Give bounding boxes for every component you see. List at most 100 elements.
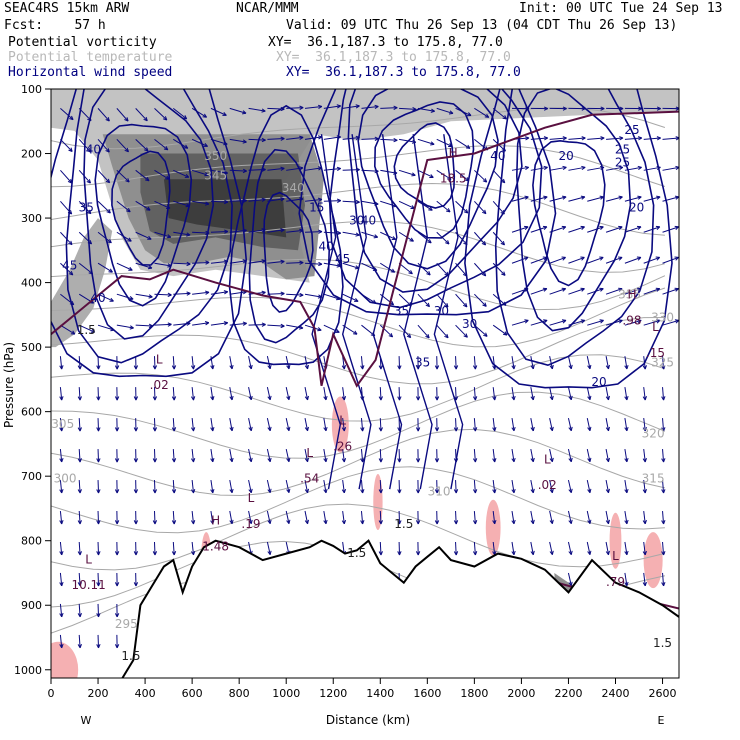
wind-vector [153,418,156,432]
wind-vector-head [96,613,101,618]
wind-vector [530,479,534,493]
wind-vector [210,356,214,370]
wind-vector-head [525,136,530,141]
wind-vector-head [524,319,529,324]
wind-vector-head [317,135,323,140]
wind-vector [586,417,591,431]
wind-vector [549,479,553,493]
field-wind-xy: XY= 36.1,187.3 to 175.8, 77.0 [286,65,521,80]
wind-vector-head [162,116,168,121]
wind-vector-head [114,458,120,463]
wind-vector [511,448,515,462]
wind-vector-head [242,168,247,174]
wind-vector-head [472,365,478,370]
wind-vector [436,138,453,147]
wind-vector [172,356,175,370]
wind-vector-head [411,172,416,177]
extremum-marker: H [449,146,458,160]
wind-vector-head [549,519,554,525]
wind-vector [59,418,63,432]
wind-vector-head [190,365,196,370]
wind-vector-head [500,178,506,184]
wind-vector [323,418,327,432]
wind-vector-head [77,489,82,494]
wind-vector-head [587,519,592,525]
wind-vector-head [674,287,679,292]
wind-vector-head [448,110,454,115]
wind-vector-head [568,550,573,556]
wind-vector-head [587,488,592,494]
wind-vector-head [581,106,586,111]
wind-vector-head [167,322,172,327]
wind-vector [455,387,457,401]
wind-vector-head [581,136,586,141]
wind-vector-head [261,137,266,143]
theta-contour [51,107,666,150]
wind-vector-head [580,195,586,200]
extremum-marker: L [306,446,313,460]
wind-vector-head [261,322,266,327]
wind-speed-contour [494,89,655,367]
wind-vector-head [407,302,412,307]
theta-label: 300 [54,472,77,486]
wind-vector-head [501,147,506,152]
wind-vector-head [587,550,592,555]
wind-vector [342,418,345,432]
wind-vector [587,288,604,295]
wind-vector-head [618,287,623,292]
wind-vector [567,572,572,586]
wind-vector [304,448,309,462]
wind-vector [586,479,591,493]
wind-vector [59,541,63,555]
wind-vector [417,200,433,211]
wind-vector-head [374,104,379,110]
wind-vector [342,293,359,302]
wind-vector [436,324,449,339]
wind-vector-head [286,519,291,525]
wind-vector [60,262,74,276]
wind-vector [399,107,417,110]
wind-vector-head [661,427,666,432]
extremum-value: .02 [150,378,169,392]
wind-vector [530,448,534,462]
wind-vector-head [530,519,535,525]
wind-vector [605,541,610,555]
wind-vector [643,541,646,555]
wind-vector [286,293,304,296]
wind-vector-head [568,457,573,463]
wind-vector [511,541,515,555]
wind-speed-label: 45 [62,259,77,273]
wind-vector-head [317,197,323,202]
wind-vector-head [429,174,434,178]
wind-vector-head [223,259,229,264]
wind-vector-head [110,327,115,332]
wind-vector [116,231,132,242]
wind-vector-head [224,199,229,205]
extremum-value: .19 [241,517,260,531]
center-label: NCAR/MMM [236,1,299,16]
wind-vector-head [77,613,82,618]
wind-vector [473,387,476,401]
wind-vector-head [164,175,170,180]
wind-vector [549,166,567,171]
wind-vector [323,293,341,300]
wind-vector [248,510,252,524]
wind-vector-head [492,519,497,525]
wind-vector [172,541,175,556]
x-axis-west-label: W [81,714,92,727]
wind-vector [60,169,73,184]
wind-vector [135,293,153,298]
wind-vector-head [128,266,133,271]
wind-vector-head [530,457,535,463]
wind-vector-head [96,489,101,494]
wind-vector [605,418,610,431]
wind-vector [360,356,364,370]
wind-vector-head [69,300,75,306]
wind-vector [59,603,63,617]
wind-vector-head [656,319,661,324]
wind-vector [153,480,156,494]
wind-vector-head [605,395,610,401]
extremum-value: 10.11 [71,578,105,592]
wind-vector [229,418,233,431]
wind-vector [286,136,304,140]
